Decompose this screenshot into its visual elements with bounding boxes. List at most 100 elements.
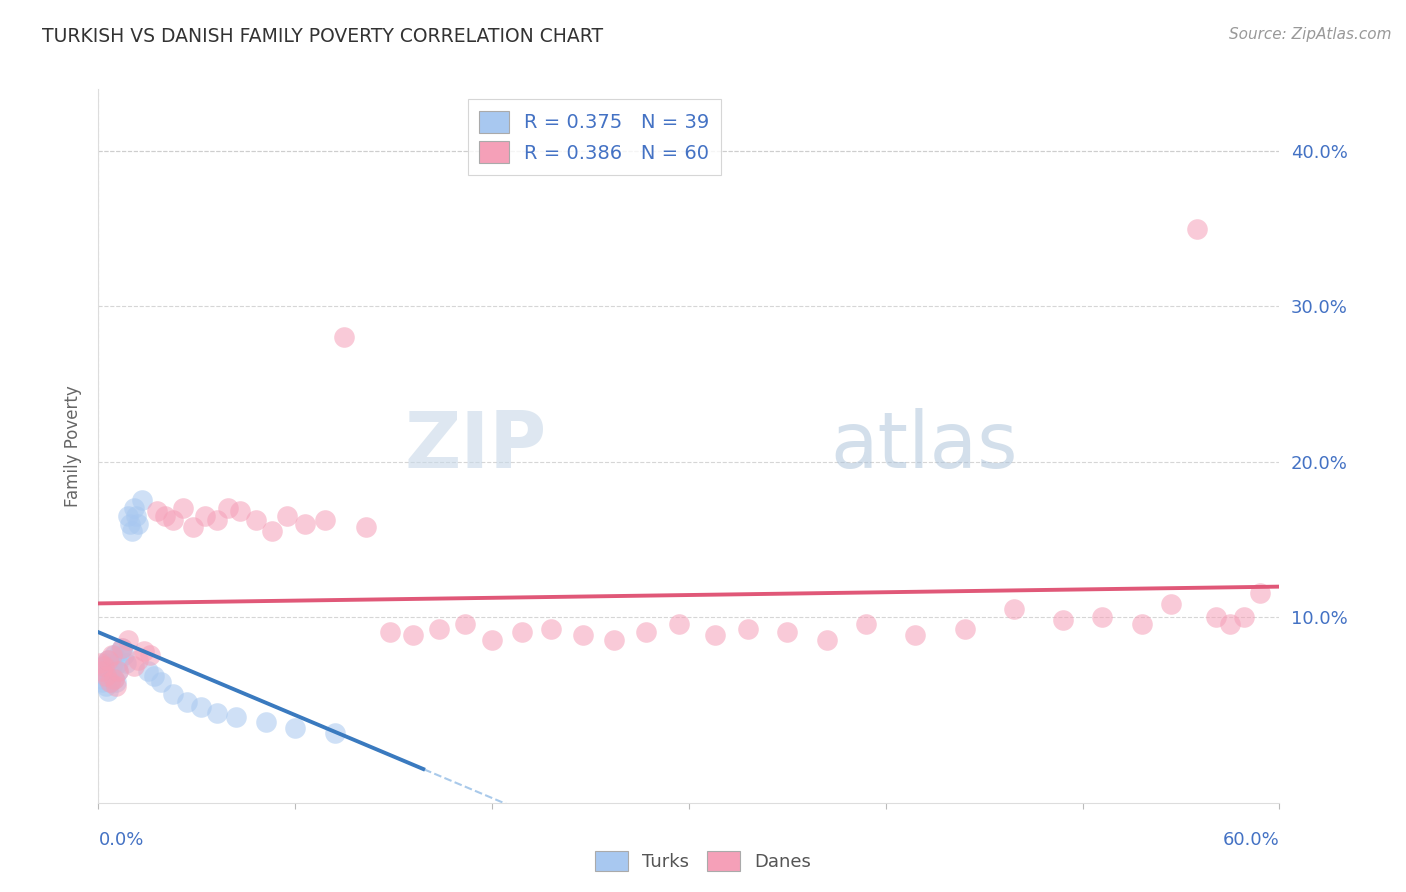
Point: [1052, 613, 1074, 627]
Point: [101, 659, 124, 673]
Point: [294, 516, 316, 531]
Point: [427, 622, 450, 636]
Point: [96, 680, 118, 694]
Point: [105, 680, 128, 694]
Text: TURKISH VS DANISH FAMILY POVERTY CORRELATION CHART: TURKISH VS DANISH FAMILY POVERTY CORRELA…: [42, 27, 603, 45]
Point: [122, 501, 145, 516]
Point: [97, 653, 120, 667]
Point: [96, 668, 118, 682]
Point: [127, 516, 149, 531]
Point: [117, 508, 139, 523]
Point: [703, 628, 725, 642]
Point: [540, 622, 562, 636]
Point: [118, 516, 141, 531]
Legend: Turks, Danes: Turks, Danes: [588, 844, 818, 879]
Point: [205, 706, 228, 720]
Point: [1233, 609, 1256, 624]
Point: [93, 659, 115, 673]
Point: [155, 508, 177, 523]
Point: [737, 622, 759, 636]
Y-axis label: Family Poverty: Family Poverty: [65, 385, 83, 507]
Point: [162, 687, 184, 701]
Point: [453, 617, 475, 632]
Point: [131, 493, 153, 508]
Point: [150, 674, 173, 689]
Text: Source: ZipAtlas.com: Source: ZipAtlas.com: [1229, 27, 1392, 42]
Point: [91, 664, 114, 678]
Point: [634, 625, 657, 640]
Point: [172, 501, 194, 516]
Text: atlas: atlas: [831, 408, 1018, 484]
Text: ZIP: ZIP: [405, 408, 547, 484]
Point: [98, 674, 121, 689]
Point: [101, 648, 124, 663]
Point: [481, 632, 503, 647]
Point: [194, 508, 217, 523]
Point: [855, 617, 877, 632]
Point: [89, 656, 111, 670]
Point: [254, 715, 277, 730]
Point: [111, 640, 134, 655]
Point: [378, 625, 401, 640]
Point: [91, 674, 114, 689]
Point: [103, 648, 125, 663]
Point: [98, 664, 121, 678]
Point: [1249, 586, 1271, 600]
Point: [107, 664, 129, 678]
Point: [571, 628, 593, 642]
Point: [107, 664, 129, 678]
Point: [1130, 617, 1153, 632]
Point: [323, 726, 346, 740]
Point: [815, 632, 838, 647]
Point: [1219, 617, 1241, 632]
Point: [904, 628, 927, 642]
Point: [205, 513, 228, 527]
Point: [103, 672, 125, 686]
Point: [181, 519, 204, 533]
Point: [225, 710, 247, 724]
Point: [1205, 609, 1227, 624]
Point: [115, 656, 138, 670]
Point: [668, 617, 690, 632]
Point: [776, 625, 799, 640]
Point: [138, 648, 160, 663]
Point: [127, 653, 149, 667]
Text: 60.0%: 60.0%: [1223, 830, 1279, 848]
Point: [98, 674, 121, 689]
Point: [142, 668, 165, 682]
Point: [402, 628, 425, 642]
Point: [103, 672, 125, 686]
Point: [1002, 602, 1025, 616]
Point: [117, 632, 139, 647]
Point: [105, 674, 128, 689]
Point: [136, 664, 159, 678]
Point: [1091, 609, 1114, 624]
Point: [245, 513, 267, 527]
Point: [953, 622, 976, 636]
Point: [260, 524, 283, 539]
Point: [107, 656, 129, 670]
Point: [354, 519, 377, 533]
Point: [112, 648, 135, 663]
Point: [314, 513, 336, 527]
Point: [229, 504, 252, 518]
Point: [93, 659, 115, 673]
Point: [217, 501, 239, 516]
Point: [108, 644, 131, 658]
Point: [93, 668, 115, 682]
Text: 0.0%: 0.0%: [98, 830, 143, 848]
Point: [146, 504, 169, 518]
Point: [89, 664, 111, 678]
Point: [97, 653, 120, 667]
Point: [603, 632, 626, 647]
Point: [125, 508, 148, 523]
Point: [276, 508, 298, 523]
Point: [97, 684, 120, 698]
Legend: R = 0.375   N = 39, R = 0.386   N = 60: R = 0.375 N = 39, R = 0.386 N = 60: [468, 99, 721, 175]
Point: [284, 722, 307, 736]
Point: [91, 672, 114, 686]
Point: [176, 695, 198, 709]
Point: [111, 640, 134, 655]
Point: [190, 699, 212, 714]
Point: [1160, 597, 1182, 611]
